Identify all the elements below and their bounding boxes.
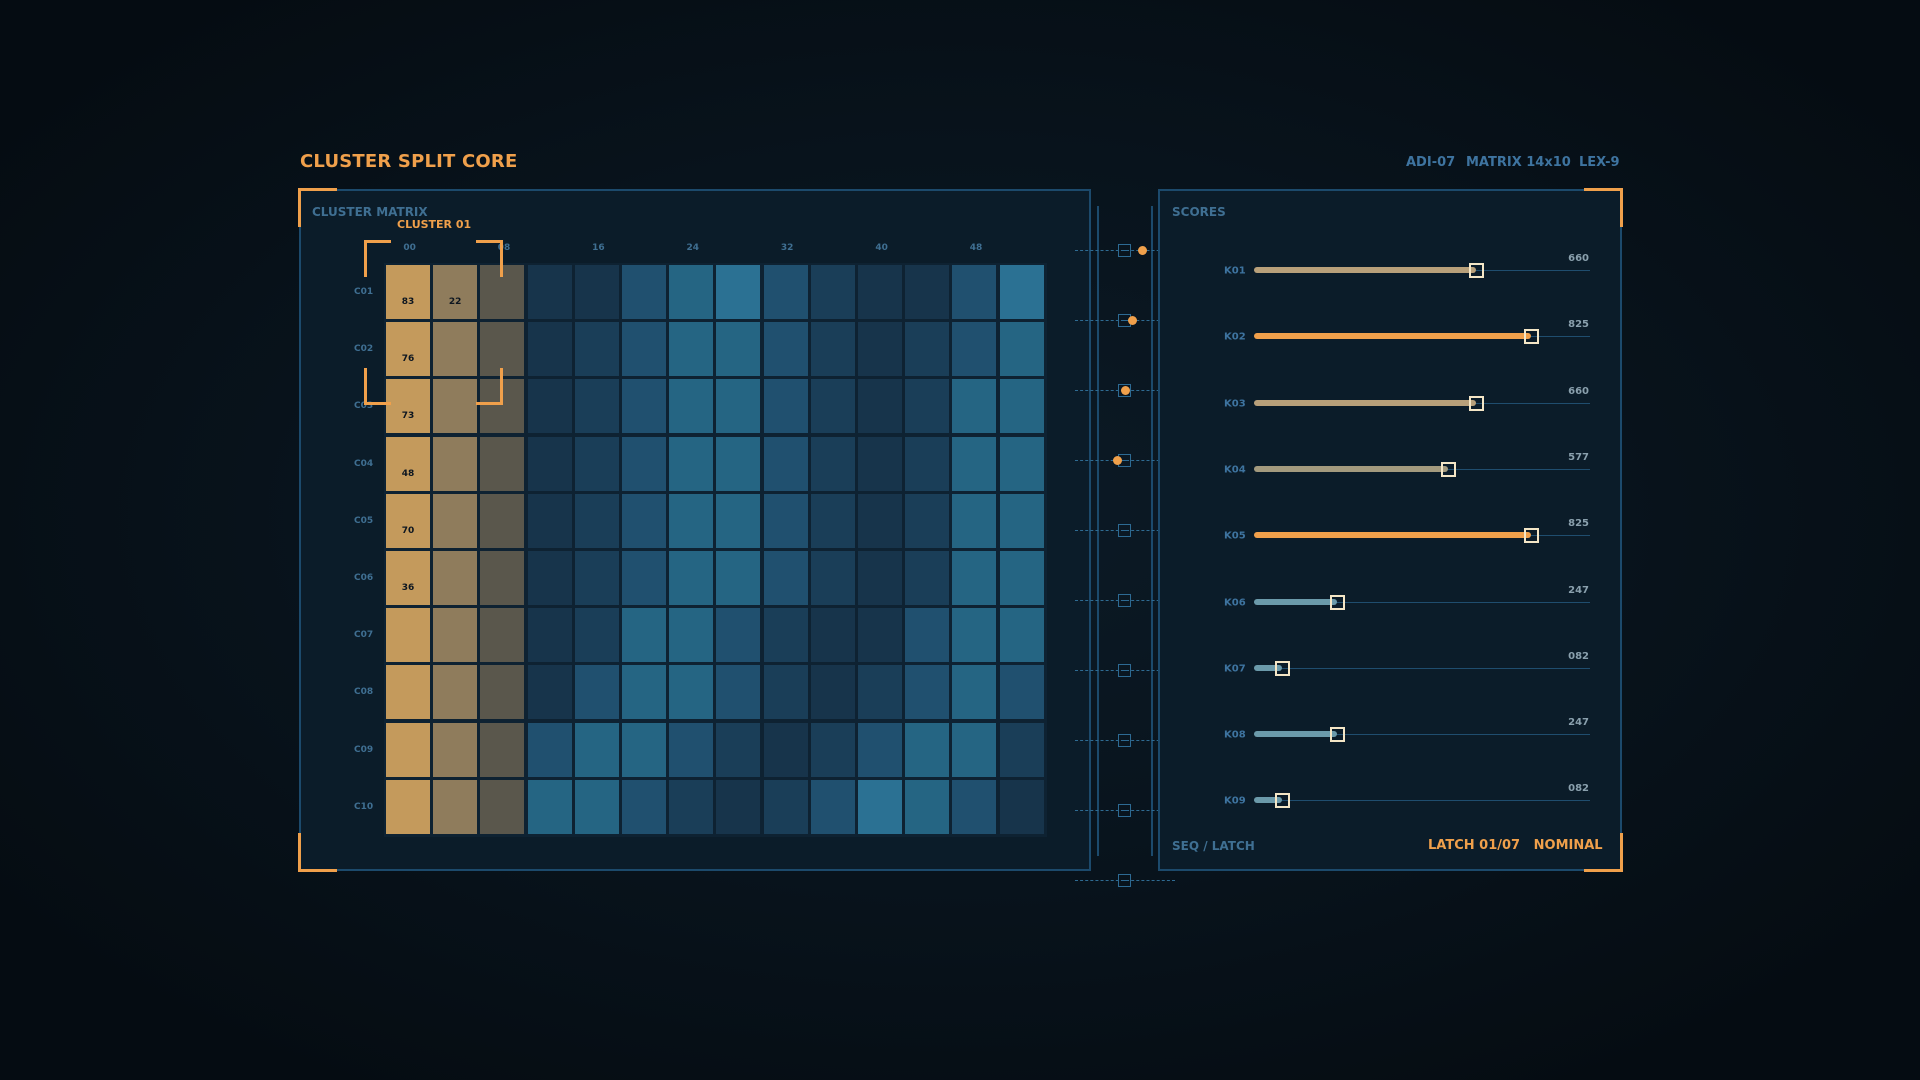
score-fill	[1254, 598, 1337, 605]
device-id: ADI-07	[1406, 155, 1456, 170]
panel-corner-bottom-right	[1584, 833, 1623, 872]
score-slider-thumb[interactable]	[1524, 528, 1540, 544]
score-fill	[1254, 797, 1282, 804]
panel-corner-top-right	[1584, 188, 1623, 227]
score-track	[1254, 667, 1590, 669]
score-label: K02	[1224, 331, 1246, 343]
lexicon-id: LEX-9	[1579, 155, 1620, 170]
scores-label: SCORES	[1172, 205, 1226, 219]
score-fill	[1254, 267, 1476, 273]
score-label: K07	[1224, 663, 1246, 675]
score-value: 082	[1568, 783, 1589, 795]
score-fill	[1254, 731, 1337, 738]
score-slider-thumb[interactable]	[1329, 727, 1345, 743]
score-slider-thumb[interactable]	[1274, 660, 1290, 676]
score-value: 660	[1568, 385, 1589, 397]
page-title: CLUSTER SPLIT CORE	[300, 151, 518, 172]
score-value: 825	[1568, 319, 1589, 331]
score-slider-thumb[interactable]	[1329, 594, 1345, 610]
score-value: 660	[1568, 253, 1589, 264]
footer-latch-status: LATCH 01/07 NOMINAL	[1428, 838, 1603, 853]
score-track	[1254, 734, 1590, 736]
score-value: 825	[1568, 518, 1589, 530]
score-fill	[1254, 399, 1476, 406]
sequencer-rail-right	[1151, 206, 1153, 856]
panel-corner-top-left	[298, 188, 337, 227]
score-label: K03	[1224, 398, 1246, 410]
score-slider-thumb[interactable]	[1274, 793, 1290, 809]
sequencer-rail-left	[1097, 206, 1099, 856]
score-value: 247	[1568, 717, 1589, 729]
score-label: K01	[1224, 265, 1246, 277]
score-label: K05	[1224, 530, 1246, 542]
cluster-matrix-label: CLUSTER MATRIX	[312, 205, 428, 219]
score-track	[1254, 800, 1590, 802]
score-value: 577	[1568, 451, 1589, 463]
matrix-size: MATRIX 14x10	[1466, 155, 1571, 170]
score-fill	[1254, 465, 1448, 472]
score-track	[1254, 601, 1590, 603]
score-fill	[1254, 532, 1532, 539]
score-label: K08	[1224, 729, 1246, 741]
scores-panel	[1158, 188, 1623, 872]
panel-corner-bottom-left	[298, 833, 337, 872]
score-value: 247	[1568, 584, 1589, 596]
score-slider-thumb[interactable]	[1468, 395, 1484, 411]
score-label: K06	[1224, 597, 1246, 608]
score-value: 082	[1568, 650, 1589, 662]
score-label: K04	[1224, 464, 1246, 476]
score-slider-thumb[interactable]	[1440, 461, 1456, 477]
score-fill	[1254, 664, 1282, 671]
footer-seq-latch: SEQ / LATCH	[1172, 839, 1255, 853]
score-label: K09	[1224, 795, 1246, 807]
selection-label: CLUSTER 01	[397, 218, 472, 231]
score-fill	[1254, 333, 1532, 340]
score-slider-thumb[interactable]	[1468, 263, 1484, 278]
score-slider-thumb[interactable]	[1524, 329, 1540, 345]
